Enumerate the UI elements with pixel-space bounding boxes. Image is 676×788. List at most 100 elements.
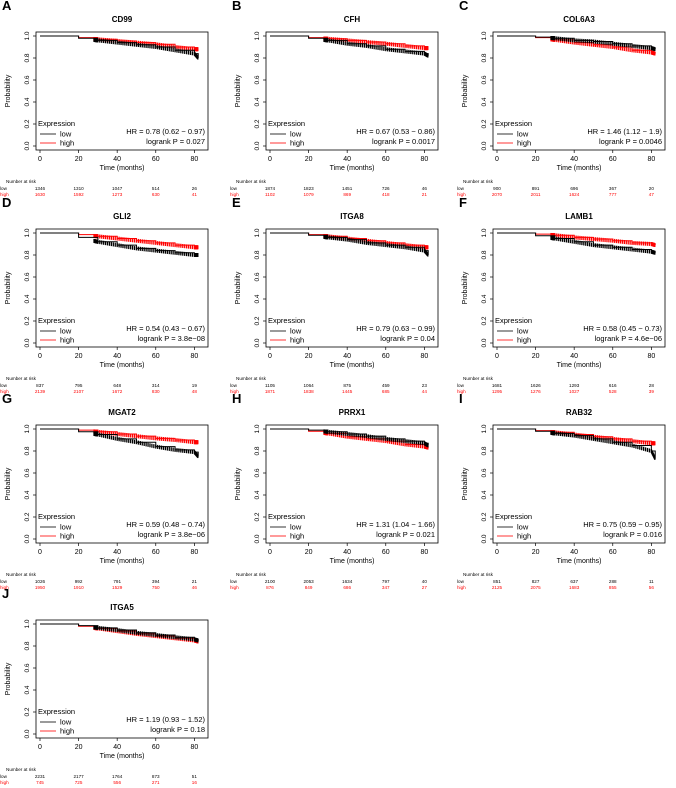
risk-count-high: 16 xyxy=(192,780,198,785)
legend-label-low: low xyxy=(290,327,302,336)
x-tick-label: 80 xyxy=(420,549,428,556)
y-tick-label: 0.2 xyxy=(254,316,261,325)
risk-count-low: 797 xyxy=(382,579,390,584)
x-tick-label: 60 xyxy=(609,549,617,556)
y-tick-label: 0.8 xyxy=(24,446,31,455)
km-panel-i: I RAB32 0.0 0.2 0.4 0.6 0.8 1.0 Probability 0 20 40… xyxy=(457,393,673,593)
x-tick-label: 80 xyxy=(647,156,655,163)
x-axis-label: Time (months) xyxy=(100,753,145,760)
risk-count-low: 1451 xyxy=(342,186,353,191)
x-tick-label: 40 xyxy=(343,549,351,556)
x-tick-label: 80 xyxy=(190,156,198,163)
legend-title: Expression xyxy=(38,119,75,128)
hazard-ratio: HR = 1.19 (0.93 − 1.52) xyxy=(126,715,205,724)
y-tick-label: 0.0 xyxy=(481,141,488,150)
x-tick-label: 0 xyxy=(495,549,499,556)
risk-count-high: 347 xyxy=(382,585,390,590)
logrank-p: logrank P = 0.027 xyxy=(146,137,205,146)
legend-label-high: high xyxy=(517,532,531,541)
km-panel-b: B CFH 0.0 0.2 0.4 0.6 0.8 1.0 Probability 0 20 40 60… xyxy=(230,0,446,200)
x-tick-label: 40 xyxy=(570,353,578,360)
x-tick-label: 0 xyxy=(38,156,42,163)
gene-title: GLI2 xyxy=(113,212,131,221)
legend-title: Expression xyxy=(268,119,305,128)
risk-label-low: low xyxy=(230,579,238,584)
y-tick-label: 0.4 xyxy=(24,685,31,694)
y-axis-label: Probability xyxy=(5,662,12,695)
risk-count-low: 891 xyxy=(532,186,540,191)
x-tick-label: 20 xyxy=(532,549,540,556)
risk-count-low: 1681 xyxy=(492,383,503,388)
hazard-ratio: HR = 0.59 (0.48 − 0.74) xyxy=(126,520,205,529)
km-plot: CFH0.00.20.40.60.81.0Probability0 20 40 60 8… xyxy=(230,0,446,200)
risk-count-low: 1626 xyxy=(530,383,541,388)
y-tick-label: 0.6 xyxy=(254,272,261,281)
risk-count-low: 288 xyxy=(609,579,617,584)
x-tick-label: 20 xyxy=(305,549,313,556)
legend-title: Expression xyxy=(268,316,305,325)
km-panel-f: F LAMB1 0.0 0.2 0.4 0.6 0.8 1.0 Probability 0 20 40… xyxy=(457,197,673,397)
y-tick-label: 0.6 xyxy=(24,468,31,477)
y-tick-label: 0.4 xyxy=(24,490,31,499)
risk-count-low: 51 xyxy=(192,774,198,779)
risk-count-low: 900 xyxy=(493,186,501,191)
x-axis-label: Time (months) xyxy=(330,558,375,565)
legend-label-low: low xyxy=(290,523,302,532)
logrank-p: logrank P = 3.8e−08 xyxy=(138,334,205,343)
x-tick-label: 0 xyxy=(38,353,42,360)
risk-count-low: 1764 xyxy=(112,774,123,779)
y-tick-label: 0.0 xyxy=(24,729,31,738)
legend-label-high: high xyxy=(517,336,531,345)
x-tick-label: 0 xyxy=(38,549,42,556)
y-tick-label: 1.0 xyxy=(254,31,261,40)
x-tick-label: 60 xyxy=(382,549,390,556)
x-tick-label: 80 xyxy=(420,156,428,163)
risk-label-low: low xyxy=(457,579,465,584)
km-panel-g: G MGAT2 0.0 0.2 0.4 0.6 0.8 1.0 Probability 0 20 40… xyxy=(0,393,216,593)
y-axis-label: Probability xyxy=(5,271,12,304)
hazard-ratio: HR = 0.75 (0.59 − 0.95) xyxy=(583,520,662,529)
risk-label-low: low xyxy=(0,774,8,779)
risk-count-high: 849 xyxy=(305,585,313,590)
y-axis-label: Probability xyxy=(5,74,12,107)
x-axis-label: Time (months) xyxy=(100,362,145,369)
gene-title: ITGA5 xyxy=(110,603,134,612)
y-tick-label: 0.0 xyxy=(254,141,261,150)
km-plot: ITGA80.00.20.40.60.81.0Probability0 20 40 6… xyxy=(230,197,446,397)
risk-count-low: 648 xyxy=(113,383,121,388)
risk-count-high: 876 xyxy=(266,585,274,590)
legend-label-high: high xyxy=(60,532,74,541)
risk-count-low: 1026 xyxy=(35,579,46,584)
y-axis-label: Probability xyxy=(462,271,469,304)
risk-count-high: 56 xyxy=(649,585,655,590)
risk-count-low: 21 xyxy=(192,579,198,584)
legend-title: Expression xyxy=(495,119,532,128)
y-tick-label: 0.2 xyxy=(481,512,488,521)
risk-count-low: 2100 xyxy=(265,579,276,584)
risk-title: Number at risk xyxy=(236,179,267,184)
logrank-p: logrank P = 0.021 xyxy=(376,530,435,539)
risk-count-low: 616 xyxy=(609,383,617,388)
logrank-p: logrank P = 0.18 xyxy=(150,725,205,734)
km-plot: RAB320.00.20.40.60.81.0Probability0 20 40 6… xyxy=(457,393,673,593)
risk-title: Number at risk xyxy=(463,376,494,381)
y-tick-label: 0.8 xyxy=(481,53,488,62)
legend-label-low: low xyxy=(60,718,72,727)
legend-label-low: low xyxy=(60,327,72,336)
risk-count-low: 1310 xyxy=(73,186,84,191)
km-plot: MGAT2 0.0 0.2 0.4 0.6 0.8 1.0 Probability 0 20 40 6… xyxy=(0,393,216,593)
x-tick-label: 80 xyxy=(420,353,428,360)
y-tick-label: 1.0 xyxy=(24,619,31,628)
risk-count-low: 394 xyxy=(152,579,160,584)
x-tick-label: 20 xyxy=(75,353,83,360)
risk-count-low: 726 xyxy=(382,186,390,191)
y-tick-label: 1.0 xyxy=(24,31,31,40)
x-tick-label: 80 xyxy=(647,549,655,556)
legend-label-low: low xyxy=(60,130,72,139)
y-tick-label: 0.2 xyxy=(24,512,31,521)
risk-count-low: 367 xyxy=(609,186,617,191)
y-tick-label: 1.0 xyxy=(481,228,488,237)
y-tick-label: 1.0 xyxy=(481,31,488,40)
x-tick-label: 80 xyxy=(647,353,655,360)
x-tick-label: 0 xyxy=(268,549,272,556)
